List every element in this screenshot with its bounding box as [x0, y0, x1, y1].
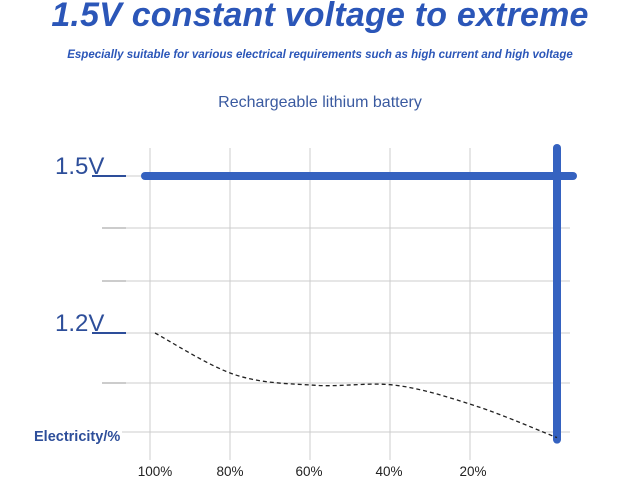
chart-title: Rechargeable lithium battery [218, 94, 422, 111]
x-tick-label: 60% [295, 464, 322, 479]
x-tick-label: 40% [375, 464, 402, 479]
discharge-curve [154, 332, 558, 439]
x-tick-label: 80% [216, 464, 243, 479]
x-tick-label: 20% [459, 464, 486, 479]
x-axis-label: Electricity/% [34, 429, 120, 445]
subheadline: Especially suitable for various electric… [67, 49, 573, 61]
headline: 1.5V constant voltage to extreme [51, 0, 589, 34]
x-tick-label: 100% [138, 464, 173, 479]
